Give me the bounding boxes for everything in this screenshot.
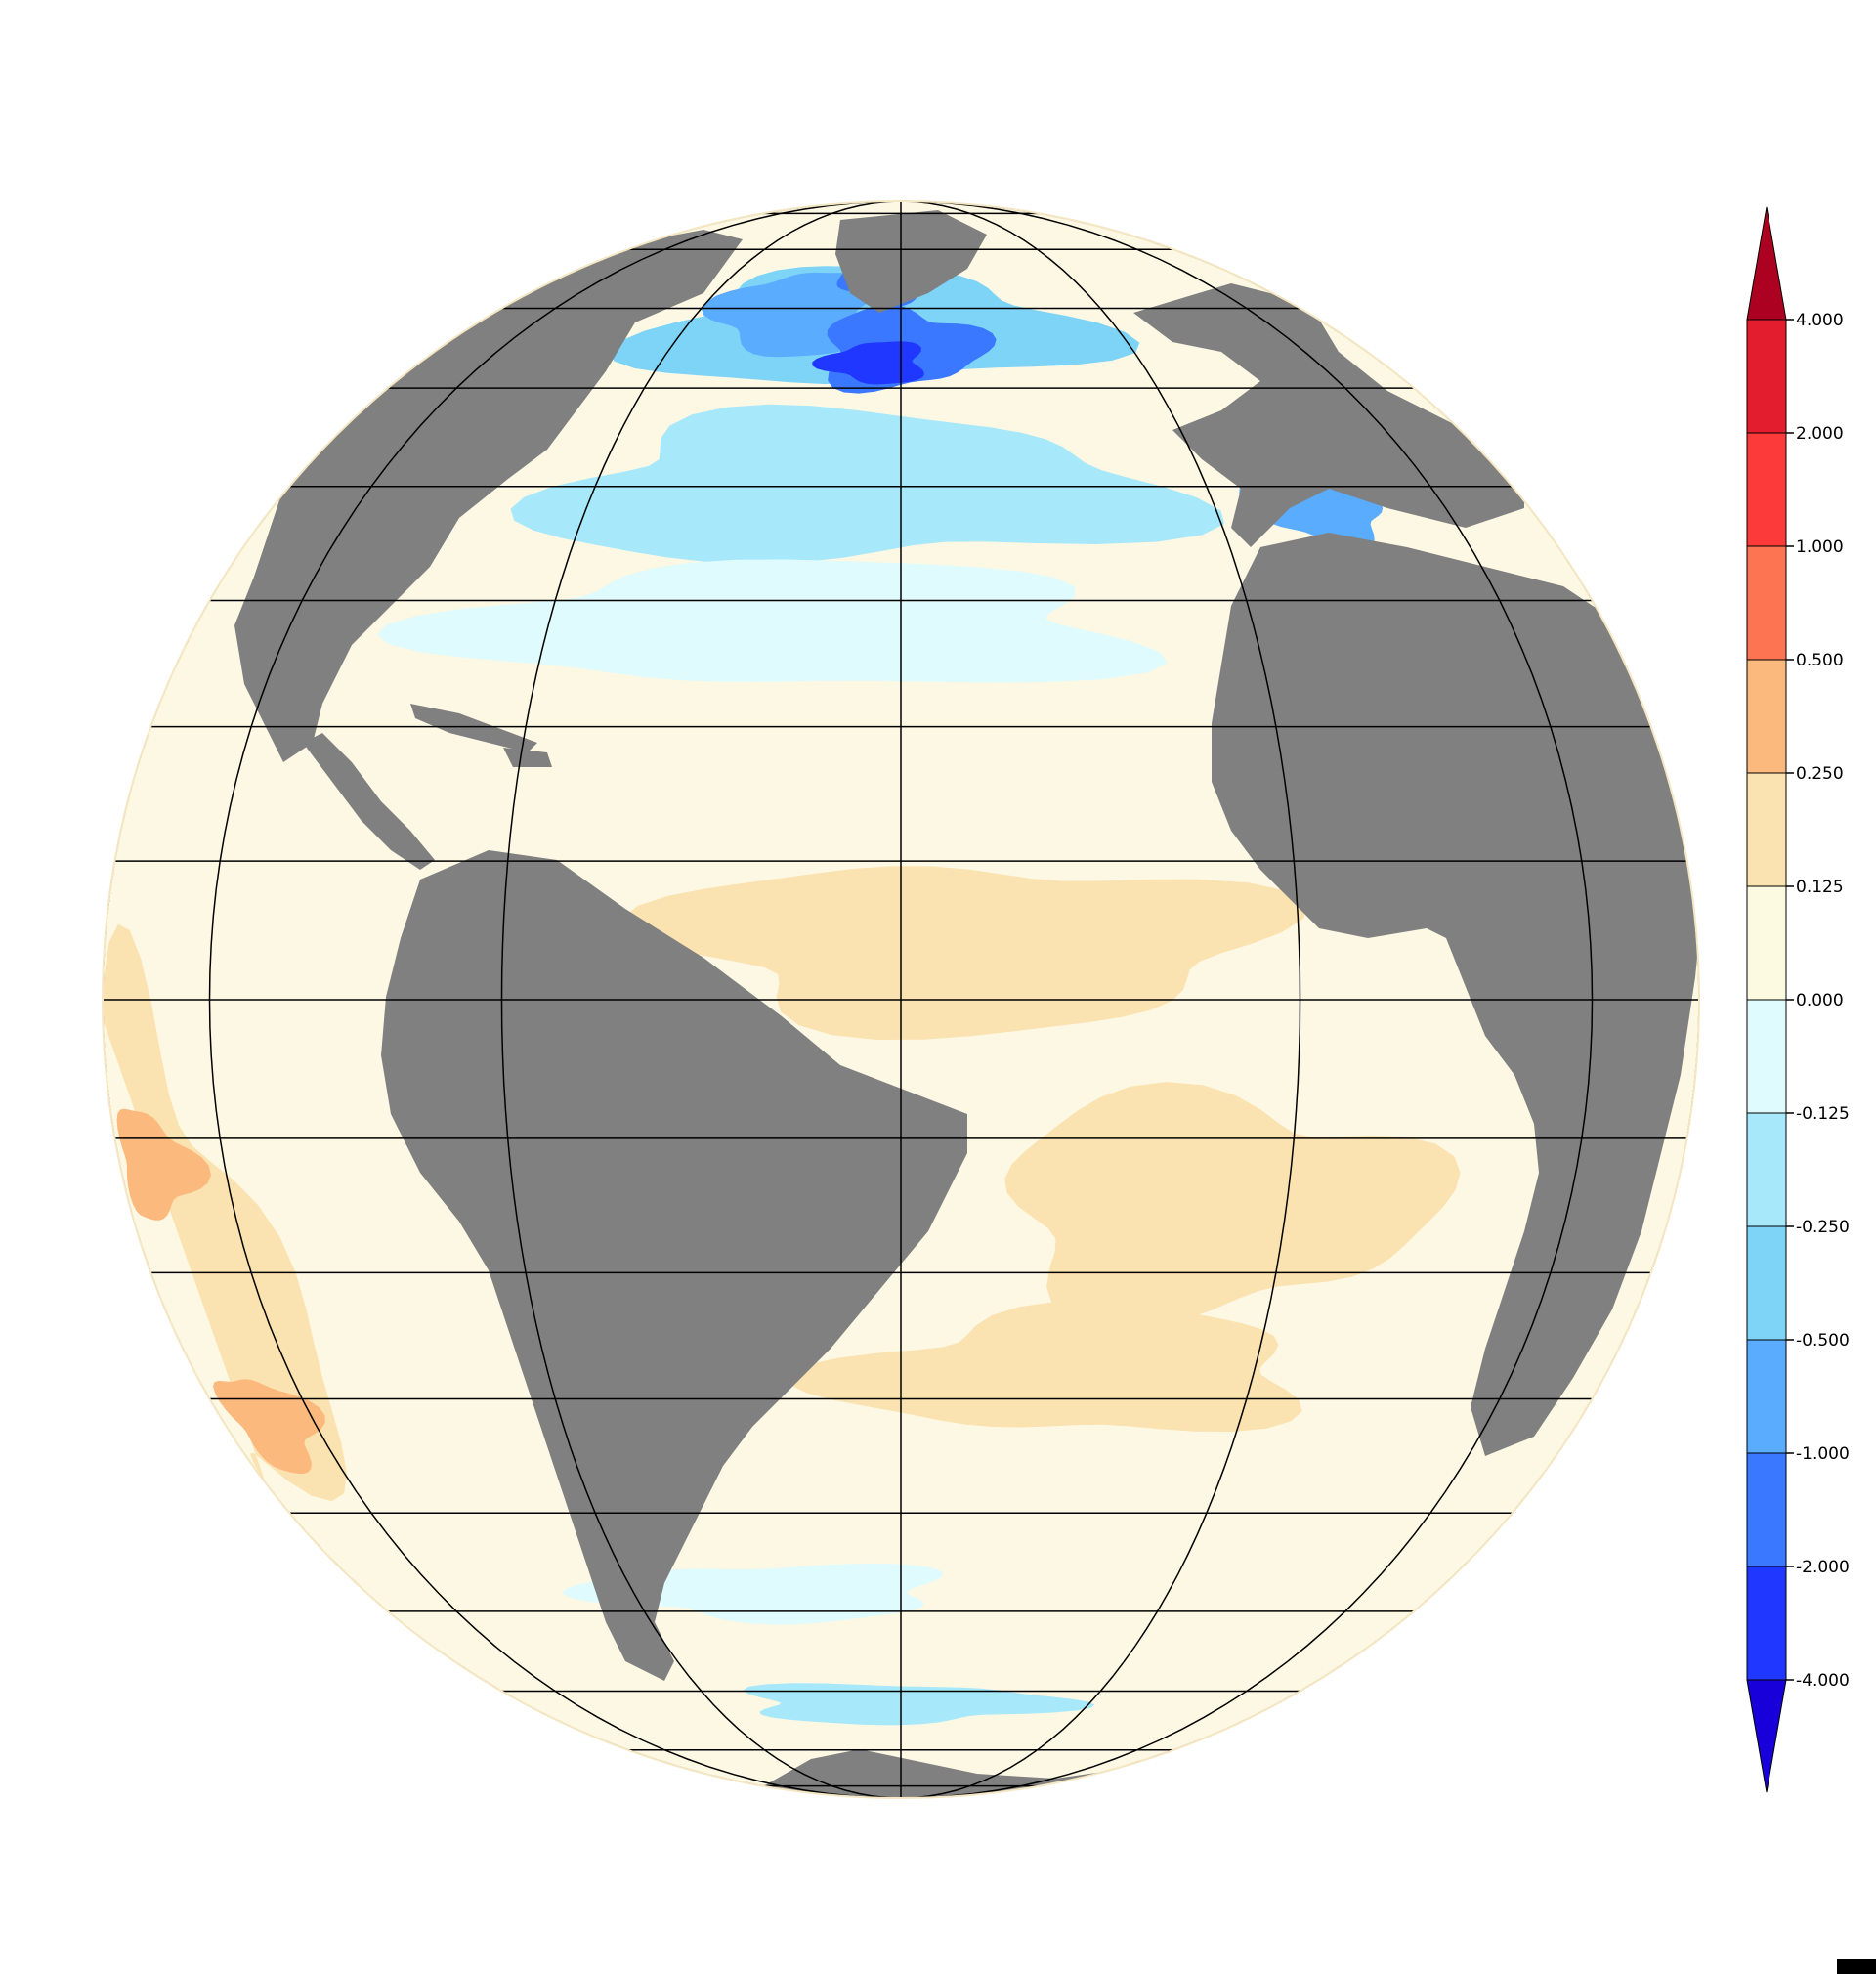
- land-greenland: [835, 210, 987, 313]
- anomaly-southern-ocean-cool: [743, 1683, 1095, 1726]
- anomaly-east-pacific-moderate-2: [213, 1379, 325, 1475]
- land-africa: [1212, 533, 1699, 1456]
- anomaly-subtropical-light-cool: [376, 559, 1168, 683]
- colorbar-labels: 4.000 2.000 1.000 0.500 0.250 0.125 0.000 -0.12…: [1796, 311, 1850, 1691]
- anomaly-east-pacific-moderate: [116, 1108, 211, 1221]
- colorbar-block: [1746, 432, 1787, 547]
- land-hispaniola: [503, 748, 552, 767]
- colorbar-block: [1746, 885, 1787, 1001]
- colorbar-bottom-arrow: [1746, 1679, 1787, 1793]
- land-central-america: [303, 733, 435, 870]
- colorbar-label: -2.000: [1796, 1558, 1850, 1577]
- colorbar-top-arrow: [1746, 206, 1787, 321]
- meridian-line: [900, 201, 1301, 1798]
- colorbar-blocks: [1746, 206, 1787, 1793]
- colorbar-block: [1746, 659, 1787, 774]
- colorbar-label: 0.250: [1796, 764, 1844, 784]
- colorbar-label: 0.500: [1796, 651, 1844, 670]
- colorbar-block: [1746, 1339, 1787, 1454]
- colorbar-label: -1.000: [1796, 1444, 1850, 1464]
- colorbar-label: -0.125: [1796, 1104, 1850, 1124]
- colorbar-ticks: [1786, 319, 1794, 1681]
- colorbar-label: 2.000: [1796, 424, 1844, 444]
- land-cuba: [410, 704, 537, 752]
- anomaly-mid-latitude-cool: [510, 404, 1225, 565]
- meridian-line: [208, 201, 902, 1798]
- colorbar-block: [1746, 999, 1787, 1114]
- colorbar-block: [1746, 319, 1787, 434]
- colorbar-label: -0.250: [1796, 1218, 1850, 1237]
- colorbar-block: [1746, 1225, 1787, 1341]
- colorbar-block: [1746, 545, 1787, 661]
- meridian-line: [500, 201, 902, 1798]
- meridian-line: [900, 201, 1594, 1798]
- land-south-america: [381, 850, 967, 1681]
- corner-mark: [1837, 1959, 1876, 1974]
- colorbar-block: [1746, 1112, 1787, 1227]
- anomaly-subpolar-core-cool: [812, 341, 925, 385]
- anomaly-equatorial-warm: [622, 866, 1307, 1040]
- colorbar-block: [1746, 1452, 1787, 1567]
- colorbar-label: 1.000: [1796, 537, 1844, 557]
- anomaly-south-atlantic-warm: [1004, 1082, 1461, 1330]
- colorbar-block: [1746, 1566, 1787, 1681]
- colorbar-block: [1746, 772, 1787, 887]
- colorbar: 4.000 2.000 1.000 0.500 0.250 0.125 0.000 -0.12…: [1746, 206, 1850, 1793]
- land-layer: [234, 210, 1699, 1798]
- colorbar-label: 0.125: [1796, 878, 1844, 897]
- colorbar-label: 4.000: [1796, 311, 1844, 330]
- colorbar-label: 0.000: [1796, 991, 1844, 1010]
- globe-outline: [102, 200, 1700, 1799]
- anomaly-east-pacific-warm: [103, 923, 347, 1502]
- colorbar-label: -0.500: [1796, 1331, 1850, 1351]
- colorbar-label: -4.000: [1796, 1671, 1850, 1691]
- land-north-america: [234, 230, 743, 762]
